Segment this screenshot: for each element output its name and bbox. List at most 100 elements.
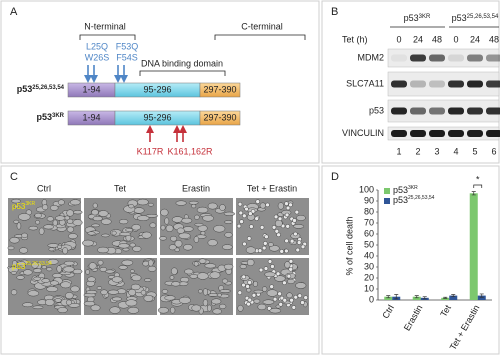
cell bbox=[31, 261, 39, 269]
cell bbox=[191, 203, 197, 209]
error-bar bbox=[414, 295, 419, 299]
cell bbox=[303, 295, 308, 300]
cell bbox=[19, 247, 29, 254]
cell bbox=[128, 204, 135, 209]
cell bbox=[295, 282, 307, 289]
cell bbox=[208, 293, 219, 297]
cell bbox=[49, 205, 59, 211]
cell bbox=[224, 232, 233, 238]
cell bbox=[194, 222, 204, 227]
cell bbox=[239, 219, 244, 224]
cell bbox=[32, 305, 44, 310]
cell bbox=[253, 298, 261, 304]
cell bbox=[100, 289, 108, 296]
text-superscript: 3KR bbox=[419, 14, 431, 20]
cell bbox=[171, 281, 181, 287]
bar bbox=[412, 296, 421, 300]
cell bbox=[269, 245, 280, 252]
cell bbox=[122, 247, 130, 252]
cell bbox=[275, 271, 281, 277]
cell bbox=[295, 247, 301, 253]
cell bbox=[270, 264, 275, 269]
cell bbox=[161, 289, 169, 294]
cell bbox=[300, 300, 305, 305]
text-base: p53 bbox=[452, 13, 467, 23]
cell bbox=[221, 244, 233, 250]
band bbox=[467, 130, 483, 137]
cell bbox=[112, 296, 122, 302]
cell bbox=[10, 289, 18, 296]
micrograph bbox=[159, 198, 236, 255]
cell bbox=[293, 224, 305, 229]
band bbox=[391, 130, 407, 137]
text-superscript: 3KR bbox=[408, 185, 418, 191]
cell bbox=[202, 215, 214, 222]
cell bbox=[258, 267, 264, 273]
micrograph bbox=[7, 258, 83, 315]
protein-label: p53 bbox=[369, 105, 384, 115]
text-superscript: 25,26,53,54 bbox=[32, 85, 64, 91]
cell bbox=[18, 213, 31, 221]
construct-label: p533KR bbox=[36, 112, 64, 122]
cell bbox=[188, 200, 199, 205]
cell bbox=[184, 268, 194, 275]
cell bbox=[259, 202, 267, 209]
band bbox=[467, 107, 483, 115]
domain bbox=[199, 110, 241, 126]
cell bbox=[257, 248, 263, 253]
micrograph bbox=[236, 198, 309, 255]
cell bbox=[274, 219, 283, 228]
panel-frame bbox=[0, 165, 320, 355]
significance-bracket bbox=[473, 184, 483, 188]
cell bbox=[149, 222, 157, 229]
cell bbox=[34, 212, 42, 219]
cell bbox=[207, 239, 218, 247]
domain-label: 95-296 bbox=[143, 84, 171, 94]
cell bbox=[204, 263, 217, 269]
cell bbox=[276, 232, 281, 238]
panel-label: D bbox=[331, 171, 339, 183]
y-tick-label: 80 bbox=[364, 206, 374, 216]
tet-time: 24 bbox=[413, 34, 423, 44]
cell bbox=[261, 286, 268, 292]
bar bbox=[384, 296, 393, 300]
cell bbox=[88, 262, 97, 270]
band bbox=[448, 80, 464, 88]
cell bbox=[65, 299, 73, 306]
cell bbox=[97, 259, 104, 266]
text-superscript: 3KR bbox=[25, 201, 35, 207]
arrows bbox=[84, 65, 128, 83]
text-superscript: 25,26,53,54 bbox=[467, 14, 499, 20]
cell bbox=[12, 260, 18, 267]
band bbox=[467, 80, 483, 88]
cell bbox=[261, 245, 267, 251]
cell bbox=[193, 261, 199, 267]
panel-frame bbox=[0, 0, 320, 164]
protein-label: SLC7A11 bbox=[346, 78, 384, 88]
cell bbox=[13, 204, 19, 209]
cell bbox=[82, 239, 94, 247]
construct-label: p5325,26,53,54 bbox=[17, 84, 65, 94]
cell bbox=[272, 296, 278, 302]
cell bbox=[43, 224, 54, 230]
cell bbox=[207, 202, 218, 210]
x-tick-label: Erastin bbox=[402, 303, 425, 332]
bracket bbox=[79, 34, 136, 40]
cell bbox=[23, 269, 33, 276]
cell bbox=[62, 247, 68, 255]
cell bbox=[159, 236, 167, 241]
cell bbox=[63, 260, 75, 266]
cell bbox=[97, 246, 109, 254]
cell bbox=[198, 289, 203, 294]
band bbox=[467, 54, 483, 62]
error-bar bbox=[386, 295, 391, 299]
cell bbox=[170, 267, 178, 275]
cell bbox=[253, 289, 264, 294]
cell bbox=[143, 294, 154, 302]
condition-label: Tet bbox=[114, 183, 127, 193]
cell bbox=[207, 304, 212, 312]
cell bbox=[48, 247, 55, 252]
error-bar bbox=[479, 293, 484, 298]
group-label: p5325,26,53,54 bbox=[452, 13, 499, 23]
y-tick-label: 10 bbox=[364, 283, 374, 293]
